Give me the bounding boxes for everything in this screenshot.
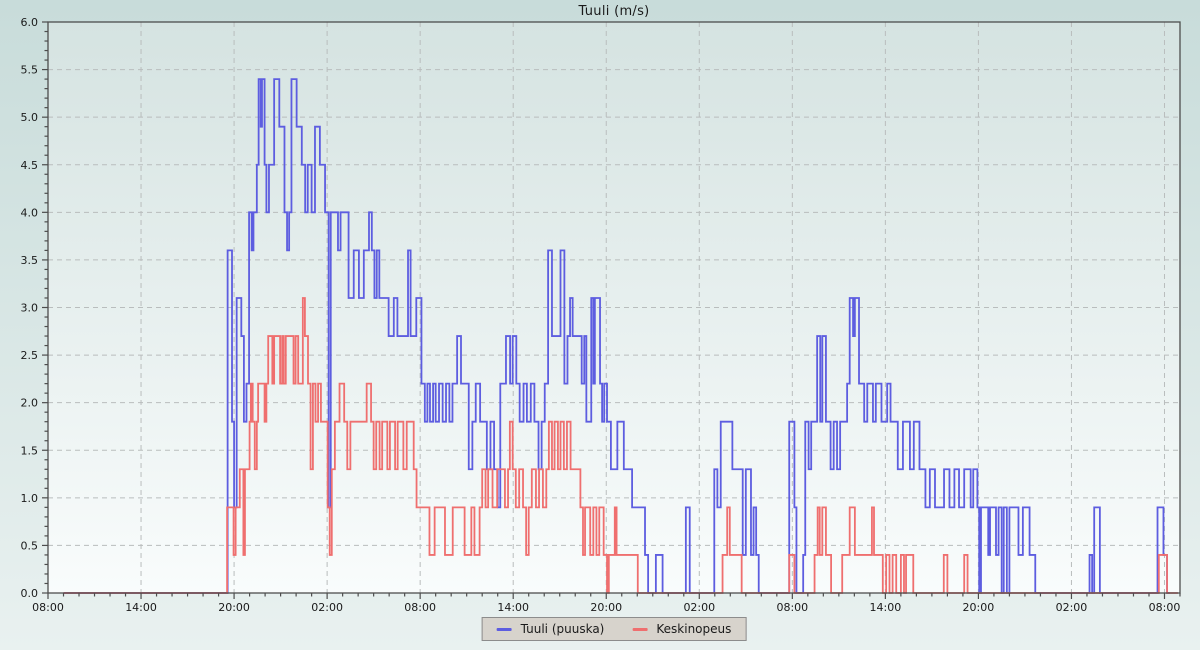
svg-text:4.0: 4.0 bbox=[21, 206, 39, 219]
svg-text:14:00: 14:00 bbox=[497, 601, 529, 614]
legend-marker-keskinopeus-icon bbox=[632, 627, 648, 631]
svg-text:08:00: 08:00 bbox=[404, 601, 436, 614]
chart-title: Tuuli (m/s) bbox=[578, 4, 650, 19]
svg-text:14:00: 14:00 bbox=[125, 601, 157, 614]
svg-text:0.5: 0.5 bbox=[21, 539, 39, 552]
svg-text:08:00: 08:00 bbox=[1149, 601, 1181, 614]
legend-label-puuska: Tuuli (puuska) bbox=[520, 622, 605, 636]
svg-text:14:00: 14:00 bbox=[870, 601, 902, 614]
svg-text:08:00: 08:00 bbox=[32, 601, 64, 614]
svg-text:02:00: 02:00 bbox=[1056, 601, 1088, 614]
svg-text:3.5: 3.5 bbox=[21, 254, 39, 267]
legend-label-keskinopeus: Keskinopeus bbox=[656, 622, 732, 636]
legend: Tuuli (puuska) Keskinopeus bbox=[481, 617, 747, 641]
svg-text:2.0: 2.0 bbox=[21, 397, 39, 410]
svg-text:4.5: 4.5 bbox=[21, 159, 39, 172]
svg-text:20:00: 20:00 bbox=[963, 601, 995, 614]
legend-marker-puuska-icon bbox=[496, 627, 512, 631]
svg-text:3.0: 3.0 bbox=[21, 302, 39, 315]
svg-text:2.5: 2.5 bbox=[21, 349, 39, 362]
legend-item-keskinopeus: Keskinopeus bbox=[632, 622, 731, 636]
svg-text:1.0: 1.0 bbox=[21, 492, 39, 505]
svg-text:5.0: 5.0 bbox=[21, 111, 39, 124]
svg-text:6.0: 6.0 bbox=[21, 16, 39, 29]
svg-text:20:00: 20:00 bbox=[218, 601, 250, 614]
svg-text:20:00: 20:00 bbox=[590, 601, 622, 614]
svg-text:0.0: 0.0 bbox=[21, 587, 39, 600]
legend-item-puuska: Tuuli (puuska) bbox=[496, 622, 605, 636]
svg-text:02:00: 02:00 bbox=[683, 601, 715, 614]
svg-text:08:00: 08:00 bbox=[776, 601, 808, 614]
svg-text:1.5: 1.5 bbox=[21, 444, 39, 457]
svg-text:02:00: 02:00 bbox=[311, 601, 343, 614]
svg-text:5.5: 5.5 bbox=[21, 64, 39, 77]
